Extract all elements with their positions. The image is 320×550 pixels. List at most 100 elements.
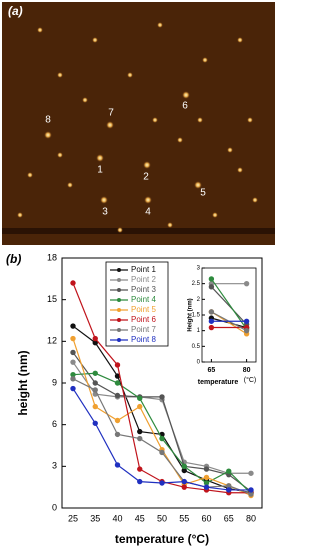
afm-particle <box>143 161 151 169</box>
y-tick-label: 15 <box>47 294 57 304</box>
legend-marker <box>117 278 121 282</box>
legend-marker <box>117 318 121 322</box>
x-axis-unit: (°C) <box>244 376 257 384</box>
particle-label: 1 <box>97 165 103 176</box>
point <box>159 435 165 442</box>
y-tick-label: 0 <box>52 502 57 512</box>
legend-marker <box>117 288 121 292</box>
point <box>70 335 76 342</box>
y-tick-label: 0 <box>197 360 201 366</box>
point <box>181 484 187 490</box>
y-tick-label: 2.5 <box>192 281 201 287</box>
y-tick-label: 2 <box>197 297 201 303</box>
point <box>203 484 210 490</box>
point <box>92 387 98 393</box>
afm-particle <box>167 222 173 228</box>
point <box>114 417 121 424</box>
legend-label: Point 7 <box>131 325 156 334</box>
x-axis-title: temperature (°C) <box>115 532 209 546</box>
afm-particle <box>157 22 163 28</box>
afm-particle <box>237 167 243 173</box>
afm-particle <box>127 72 133 78</box>
legend-label: Point 2 <box>131 275 156 284</box>
y-tick-label: 3 <box>197 266 201 272</box>
x-tick-label: 35 <box>90 513 100 523</box>
point <box>243 280 250 287</box>
afm-particle <box>202 57 208 63</box>
point <box>137 395 143 401</box>
afm-particle <box>182 91 190 99</box>
point <box>226 487 232 493</box>
legend-label: Point 4 <box>131 295 156 304</box>
x-tick-label: 55 <box>179 513 189 523</box>
point <box>159 480 165 486</box>
point <box>137 403 143 410</box>
afm-particle <box>27 172 33 178</box>
y-tick-label: 3 <box>52 461 57 471</box>
afm-particle <box>152 117 158 123</box>
x-tick-label: 25 <box>68 513 78 523</box>
afm-particle <box>177 137 183 143</box>
legend-marker <box>117 308 121 312</box>
point <box>92 370 98 376</box>
point <box>159 449 165 456</box>
x-tick-label: 40 <box>112 513 122 523</box>
y-tick-label: 9 <box>52 377 57 387</box>
x-tick-label: 80 <box>243 367 251 374</box>
point <box>70 385 76 392</box>
afm-particle <box>197 117 203 123</box>
legend-label: Point 3 <box>131 285 156 294</box>
afm-particle <box>37 27 43 33</box>
point <box>70 349 76 356</box>
point <box>181 478 187 485</box>
point <box>70 323 76 329</box>
legend-marker <box>117 298 121 302</box>
particle-label: 2 <box>143 172 149 183</box>
legend-label: Point 5 <box>131 305 156 314</box>
point <box>137 466 143 472</box>
x-tick-label: 80 <box>246 513 256 523</box>
y-tick-label: 6 <box>52 419 57 429</box>
panel-label: (a) <box>8 4 23 18</box>
point <box>203 466 210 472</box>
legend-marker <box>117 268 121 272</box>
afm-particle <box>227 147 233 153</box>
point <box>70 359 76 365</box>
afm-particle <box>194 181 202 189</box>
legend-label: Point 1 <box>131 265 156 274</box>
particle-label: 5 <box>200 188 206 199</box>
point <box>114 392 121 399</box>
point <box>137 428 143 435</box>
afm-particle <box>117 227 123 233</box>
afm-particle <box>100 196 108 204</box>
afm-particle <box>57 72 63 78</box>
particle-label: 3 <box>102 207 108 218</box>
point <box>92 380 98 386</box>
x-tick-label: 50 <box>157 513 167 523</box>
point <box>114 431 121 438</box>
y-tick-label: 0.5 <box>192 344 201 350</box>
point <box>92 335 98 342</box>
afm-particle <box>57 152 63 158</box>
y-axis-title: height (nm) <box>16 350 30 415</box>
particle-label: 7 <box>108 108 114 119</box>
afm-particle <box>212 212 218 218</box>
point <box>243 318 250 324</box>
afm-particle <box>82 97 88 103</box>
afm-particle <box>96 154 104 162</box>
legend-marker <box>117 338 121 342</box>
afm-particle <box>247 117 253 123</box>
series-line <box>210 286 248 325</box>
x-tick-label: 45 <box>135 513 145 523</box>
afm-particle <box>106 121 114 129</box>
afm-streak <box>2 228 275 234</box>
point <box>137 435 143 442</box>
point <box>114 380 121 386</box>
point <box>114 462 121 468</box>
afm-particle <box>44 131 52 139</box>
point <box>137 478 143 485</box>
afm-particle <box>252 197 258 203</box>
point <box>70 280 76 286</box>
y-tick-label: 18 <box>47 252 57 262</box>
